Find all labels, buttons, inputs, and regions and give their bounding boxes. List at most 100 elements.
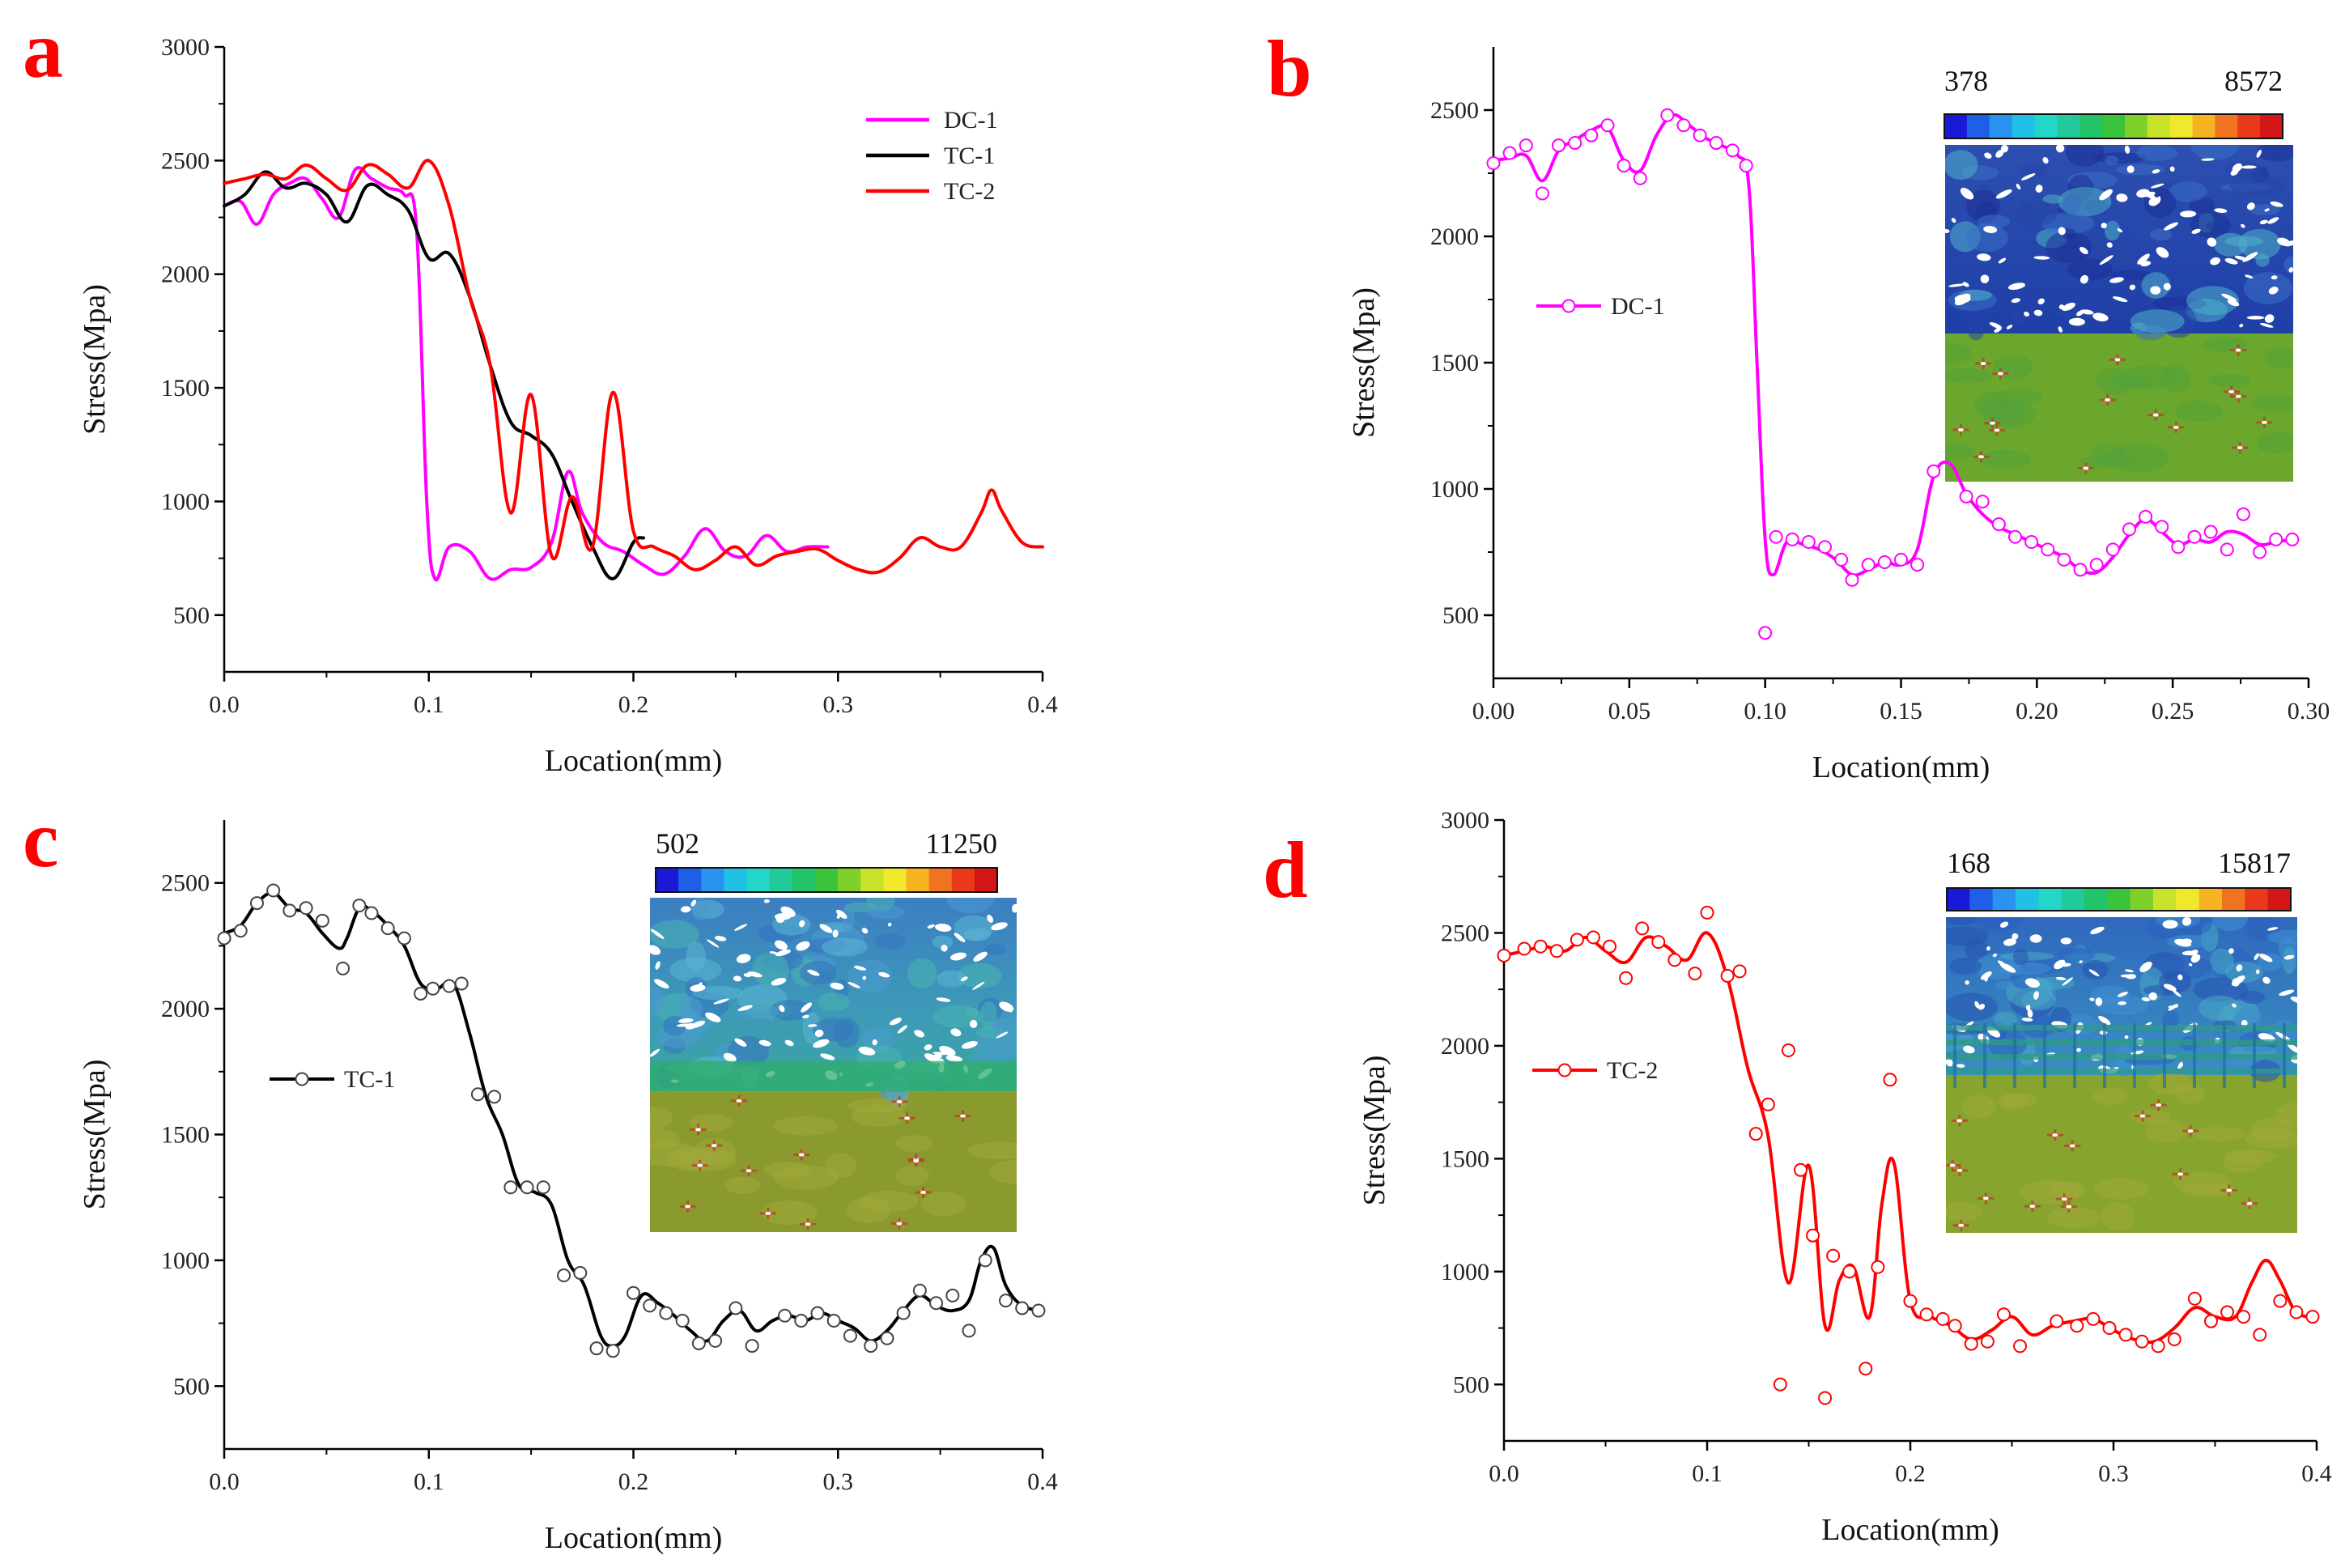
data-point [503, 1180, 518, 1195]
data-point [1910, 558, 1925, 572]
data-point [912, 1283, 927, 1298]
x-tick-label: 0.30 [2288, 698, 2330, 725]
y-axis-title: Stress(Mpa) [1347, 287, 1381, 438]
data-point [2253, 545, 2267, 559]
data-point [1834, 552, 1849, 567]
data-point [880, 1331, 894, 1345]
data-point [2024, 535, 2039, 550]
colorbar-segment [814, 868, 839, 892]
panel-letter-c: c [23, 794, 58, 884]
colorbar-segment [2267, 888, 2292, 911]
chart-panel-d: d 0.0 0.1 0.2 0.3 0.4 500 1000 1500 2000 2500 3000 L… [1263, 807, 2332, 1547]
colorbar-segment [2107, 888, 2131, 911]
y-tick-label: 2000 [161, 261, 210, 288]
data-point [1877, 555, 1892, 569]
data-point [573, 1265, 588, 1280]
line-TC-1 [223, 891, 1044, 1348]
data-point [843, 1328, 857, 1343]
x-tick-label: 0.3 [823, 1468, 854, 1495]
y-tick-label: 1000 [1430, 476, 1479, 503]
colorbar-segment [2034, 114, 2058, 138]
data-point [1635, 921, 1650, 936]
series-DC-1 [223, 166, 830, 582]
colorbar-segment [1944, 114, 1968, 138]
data-point [1964, 1336, 1978, 1351]
panel-letter-a: a [23, 5, 63, 95]
x-axis-title: Location(mm) [545, 744, 722, 778]
data-point [2237, 1310, 2251, 1324]
legend-marker-TC-2 [1557, 1063, 1572, 1077]
data-point [1720, 968, 1735, 983]
chart-panel-c: c 0.0 0.1 0.2 0.3 0.4 500 1000 1500 2000 2500 Locat… [23, 794, 1058, 1555]
data-point [2220, 542, 2234, 557]
data-point [864, 1339, 878, 1353]
data-point [2236, 507, 2250, 521]
colorbar-segment [974, 868, 998, 892]
data-point [1883, 1073, 1897, 1087]
data-point [1486, 156, 1501, 171]
data-point [810, 1306, 825, 1320]
data-point [627, 1285, 640, 1300]
data-point [896, 1306, 911, 1320]
colorbar-segment [2260, 114, 2283, 138]
data-point [2289, 1305, 2304, 1319]
data-point [1996, 1307, 2011, 1322]
colorbar-segment [2192, 114, 2215, 138]
data-point [283, 903, 297, 918]
y-tick-label: 2500 [161, 870, 210, 897]
data-point [1584, 128, 1599, 142]
legend-marker-TC-1 [295, 1072, 309, 1086]
y-tick-label: 500 [1453, 1371, 1489, 1398]
data-point [778, 1308, 792, 1323]
legend-label-DC-1: DC-1 [1611, 293, 1665, 320]
colorbar-segment [2038, 888, 2062, 911]
colorbar-segment [928, 868, 953, 892]
colorbar-segment [906, 868, 930, 892]
colorbar-segment [2198, 888, 2223, 911]
data-point [1919, 1307, 1934, 1322]
data-point [2073, 563, 2088, 577]
x-tick-label: 0.2 [618, 1468, 649, 1495]
y-tick-label: 1000 [161, 1247, 210, 1274]
y-tick-label: 2500 [1441, 920, 1489, 946]
x-tick-label: 0.05 [1608, 698, 1651, 725]
data-point [1616, 159, 1631, 173]
x-axis-title: Location(mm) [1812, 750, 1990, 784]
data-point [1980, 1334, 1995, 1349]
data-point [1793, 1162, 1808, 1177]
colorbar-segment [2215, 114, 2238, 138]
series-DC-1 [1486, 108, 2300, 640]
colorbar-min-label: 502 [656, 827, 699, 860]
colorbar-segment [2147, 114, 2171, 138]
data-point [1861, 558, 1876, 572]
data-point [364, 906, 379, 920]
y-tick-label: 500 [173, 1373, 210, 1400]
x-tick-label: 0.3 [823, 691, 854, 718]
x-tick-label: 0.4 [2301, 1460, 2332, 1487]
data-point [945, 1288, 960, 1302]
data-point [2013, 1339, 2028, 1353]
data-point [1688, 967, 1702, 981]
data-point [1826, 1248, 1841, 1263]
data-point [2253, 1328, 2267, 1342]
legend-label-TC-2: TC-2 [944, 178, 995, 205]
y-tick-label: 3000 [1441, 807, 1489, 834]
x-tick-label: 0.3 [2098, 1460, 2129, 1487]
colorbar-segment [838, 868, 861, 892]
data-point [1806, 1228, 1820, 1243]
colorbar: 378 8572 [1944, 65, 2283, 139]
data-point [454, 976, 469, 991]
data-point [1031, 1303, 1046, 1318]
colorbar-segment [769, 868, 793, 892]
data-point [999, 1294, 1013, 1308]
data-point [589, 1341, 604, 1356]
data-point [2135, 1334, 2149, 1349]
data-point [1700, 905, 1714, 920]
data-point [1935, 1311, 1950, 1326]
data-point [1748, 1127, 1763, 1141]
data-point [1769, 529, 1783, 544]
data-point [675, 1313, 690, 1328]
data-point [2050, 1314, 2064, 1328]
data-point [659, 1306, 673, 1320]
